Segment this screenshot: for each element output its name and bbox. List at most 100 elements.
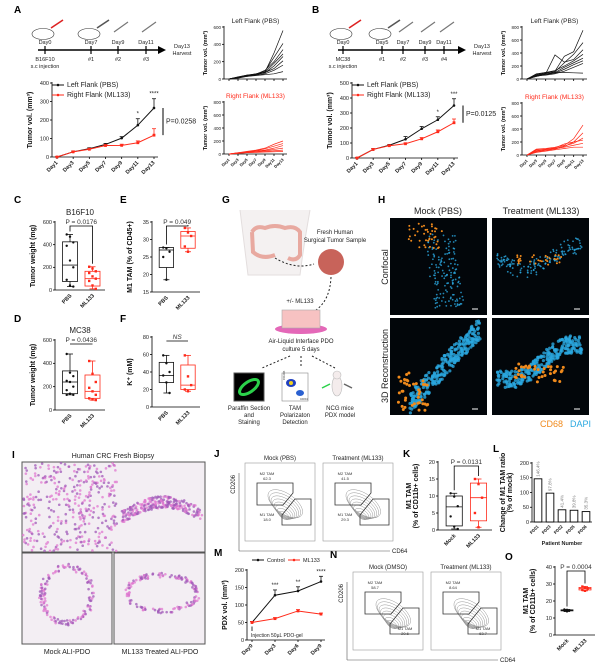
cd68-signal xyxy=(549,365,553,369)
dapi-signal xyxy=(444,284,446,287)
tissue-cell xyxy=(147,508,151,511)
tissue-cell xyxy=(73,498,77,502)
dapi-signal xyxy=(462,299,465,301)
y-tick-label: 200 xyxy=(43,384,52,390)
tissue-cell xyxy=(82,540,86,544)
dapi-signal xyxy=(516,275,519,278)
culture-insert-icon xyxy=(281,309,321,329)
tissue-cell xyxy=(53,617,56,620)
chart-l: 0 50 100 150 200 Change of M1 TAM ratio (% of … xyxy=(500,453,592,547)
data-point xyxy=(88,386,91,390)
dapi-signal xyxy=(549,259,551,262)
dapi-signal xyxy=(443,354,447,358)
dapi-signal xyxy=(558,256,561,259)
box-group-pbs: PBS xyxy=(61,233,78,305)
significance-stars: *** xyxy=(450,92,458,98)
panel-letter-g: G xyxy=(222,195,230,206)
dapi-signal xyxy=(562,342,566,346)
tissue-cell xyxy=(147,497,150,500)
tissue-cell xyxy=(168,495,171,499)
dapi-signal xyxy=(456,304,459,307)
contour-line xyxy=(273,501,296,520)
dapi-signal xyxy=(435,264,437,266)
dapi-signal xyxy=(535,360,539,364)
tissue-cell xyxy=(184,605,188,609)
box-group-ml133: ML133 xyxy=(175,354,196,427)
tissue-cell xyxy=(43,597,47,600)
cd68-signal xyxy=(560,256,563,259)
timeline-day: Day11 xyxy=(436,40,452,46)
data-point xyxy=(273,617,277,621)
cd68-signal xyxy=(548,257,551,260)
tissue-cell xyxy=(23,512,27,515)
dapi-signal xyxy=(573,336,577,340)
tissue-cell xyxy=(22,504,26,508)
tissue-cell xyxy=(139,576,143,580)
flow-x-axis-label: CD64 xyxy=(392,549,408,555)
data-point xyxy=(420,127,423,131)
dapi-signal xyxy=(426,250,429,253)
dapi-signal xyxy=(556,256,559,258)
dapi-signal xyxy=(571,246,574,249)
cd68-signal xyxy=(514,366,518,370)
x-tick-label: Day9 xyxy=(111,160,125,174)
tissue-cell xyxy=(80,615,83,619)
cell-line-label: B16F10 xyxy=(35,57,54,63)
individual-tumor-line xyxy=(228,30,284,80)
tissue-cell xyxy=(71,490,74,493)
tissue-cell xyxy=(53,481,57,485)
tissue-cell xyxy=(148,499,152,503)
tissue-cell xyxy=(55,530,58,534)
tissue-cell xyxy=(29,536,33,540)
y-tick-label: 100 xyxy=(520,490,529,496)
chart-title: Right Flank (ML133) xyxy=(525,94,584,101)
x-tick-label: Day7 xyxy=(247,157,258,168)
dapi-signal xyxy=(555,355,559,359)
dapi-signal xyxy=(575,248,578,250)
injection-label: s.c injection xyxy=(329,64,358,70)
dapi-signal xyxy=(431,375,435,379)
injection-label: s.c injection xyxy=(31,64,60,70)
x-tick-label: Day3 xyxy=(362,161,376,175)
caption-ml133: ML133 Treated ALI-PDO xyxy=(122,649,199,656)
cd68-signal xyxy=(556,257,559,260)
tissue-cell xyxy=(156,495,160,498)
dapi-signal xyxy=(563,240,566,243)
tissue-cell xyxy=(77,568,80,571)
tissue-cell xyxy=(161,574,165,578)
tissue-cell xyxy=(156,609,160,613)
dapi-signal xyxy=(435,283,438,286)
tissue-cell xyxy=(138,578,142,582)
data-point xyxy=(94,287,97,291)
dapi-signal xyxy=(446,273,448,276)
tissue-cell xyxy=(122,520,126,524)
data-point xyxy=(436,130,440,134)
tissue-cell xyxy=(168,575,172,579)
tissue-cell xyxy=(92,475,96,479)
tissue-cell xyxy=(62,487,66,491)
dapi-signal xyxy=(447,249,450,252)
dapi-signal xyxy=(456,345,461,349)
tissue-cell xyxy=(48,495,52,499)
tissue-cell xyxy=(175,502,178,506)
y-axis-label-line2: (% of CD11b+ cells) xyxy=(413,464,420,529)
tissue-cell xyxy=(64,503,68,507)
dapi-signal xyxy=(535,273,538,276)
y-tick-label: 400 xyxy=(511,51,519,56)
tissue-cell xyxy=(131,510,135,513)
tissue-cell xyxy=(83,610,87,613)
dapi-signal xyxy=(448,355,452,360)
dapi-signal xyxy=(437,364,441,368)
tissue-cell xyxy=(48,549,52,553)
p-value-label: P=0.0258 xyxy=(166,119,196,126)
dapi-signal xyxy=(435,379,439,383)
dapi-signal xyxy=(546,257,549,260)
x-tick-label: Day13 xyxy=(441,161,457,177)
dapi-signal xyxy=(419,395,423,399)
data-point xyxy=(91,372,94,376)
individual-tumor-line xyxy=(526,63,584,80)
tissue-cell xyxy=(47,464,50,467)
tissue-cell xyxy=(150,508,153,511)
cd68-signal xyxy=(430,225,433,228)
tissue-cell xyxy=(44,545,47,549)
